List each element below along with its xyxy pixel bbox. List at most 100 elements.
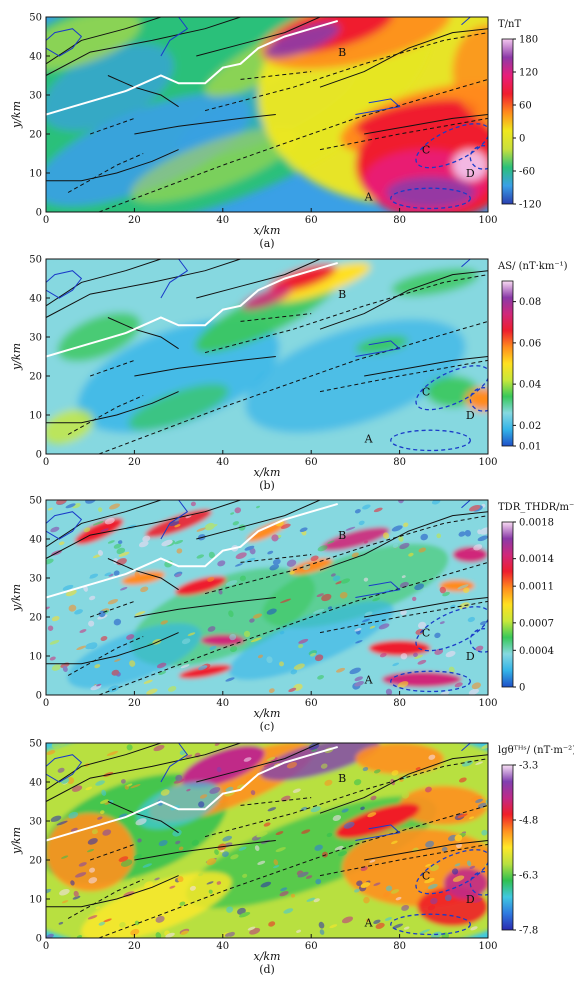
anomaly-outline [469,628,488,653]
fault-line [196,17,321,57]
fault-line [196,500,321,540]
fault-line [364,597,488,618]
field-blob [264,22,340,58]
x-tick-label: 20 [128,457,141,468]
anomaly-label-c: C [422,144,430,157]
x-tick-label: 0 [43,698,49,709]
fault-line [46,391,179,424]
fault-overlay [46,17,488,212]
y-tick-label: 50 [29,496,42,507]
anomaly-label-a: A [364,673,374,686]
fault-line [46,500,241,559]
fault-line [355,824,401,841]
fault-line [160,743,189,783]
map-field [46,17,488,212]
field-blob [46,43,174,131]
field-blob [145,509,212,538]
y-tick-label: 20 [29,130,42,141]
field-blob [386,176,475,209]
anomaly-label-b: B [338,772,346,785]
fault-line [46,17,241,76]
x-axis-label: x/km [253,224,280,237]
fault-line [46,19,338,116]
field-blob [200,634,245,647]
fault-line [134,114,276,135]
panel-caption: (b) [259,479,275,492]
panel-c: A B C D 0 20 40 60 80 100 0 10 20 30 40 50 x/km y/km (c) TD… [10,496,574,734]
fault-line [46,270,83,299]
x-tick-label: 100 [478,215,497,226]
field-blob [260,743,380,781]
fault-line [240,313,312,322]
fault-line [355,340,401,357]
field-blob [452,149,488,181]
plot-frame [45,258,489,455]
fault-line [46,17,162,65]
x-tick-label: 100 [478,457,497,468]
anomaly-label-c: C [422,627,430,640]
colorbar-tick-label: 0 [519,134,525,145]
fault-line [319,511,488,571]
panel-d: A B C D 0 20 40 60 80 100 0 10 20 30 40 50 x/km y/km (d) lg… [10,739,574,977]
colorbar-tick-label: 0.0018 [519,518,554,529]
colorbar [501,280,514,447]
y-tick-label: 0 [36,208,42,219]
anomaly-outline [415,365,488,411]
y-tick-label: 50 [29,13,42,24]
colorbar-tick-label: 0.02 [519,421,541,432]
fault-line [196,259,321,299]
y-tick-label: 10 [29,169,42,180]
anomaly-outline [469,387,488,412]
speckle-texture [46,500,488,695]
anomaly-label-b: B [338,288,346,301]
panel-caption: (d) [259,963,275,976]
anomaly-label-b: B [338,529,346,542]
x-axis-label: x/km [253,466,280,479]
y-tick-label: 10 [29,411,42,422]
fault-line [196,743,321,783]
fault-line [364,840,488,861]
y-tick-label: 20 [29,613,42,624]
fault-line [240,797,312,806]
y-tick-label: 40 [29,535,42,546]
fault-line [98,804,488,938]
y-tick-label: 10 [29,895,42,906]
fault-line [240,554,312,563]
plot-frame [45,16,489,213]
fault-line [319,600,488,634]
field-blob [74,517,124,545]
colorbar [501,764,514,931]
fault-line [355,581,401,598]
field-blob [465,387,488,412]
colorbar-tick-label: 0.0007 [519,618,554,629]
anomaly-outline [469,871,488,896]
y-tick-label: 30 [29,817,42,828]
colorbar-title: lgθᵀᴴˢ/ (nT·m⁻²) [498,745,574,756]
fault-line [90,117,135,135]
fault-line [46,149,179,182]
colorbar [501,38,514,205]
map-field [46,259,488,454]
anomaly-outline [390,913,471,936]
field-blob [46,409,94,444]
y-tick-label: 0 [36,450,42,461]
fault-line [90,359,135,377]
fault-line [46,500,162,548]
y-tick-label: 10 [29,652,42,663]
x-tick-label: 20 [128,941,141,952]
anomaly-label-a: A [364,190,374,203]
x-tick-label: 80 [393,941,406,952]
fault-overlay [46,259,488,454]
colorbar-title: TDR_THDR/m⁻¹ [498,502,574,513]
fault-line [107,558,179,591]
field-blob [57,312,141,362]
map-field [46,500,488,695]
y-tick-label: 30 [29,91,42,102]
anomaly-label-c: C [422,870,430,883]
x-axis-label: x/km [253,950,280,963]
x-tick-label: 60 [305,215,318,226]
x-tick-label: 40 [216,215,229,226]
x-tick-label: 80 [393,215,406,226]
colorbar-tick-label: 180 [519,35,538,46]
